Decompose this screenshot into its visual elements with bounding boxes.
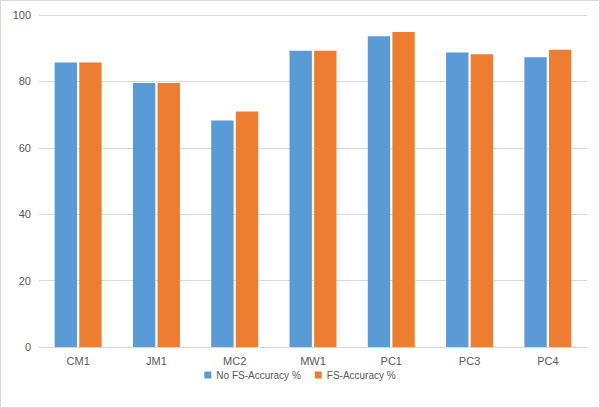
svg-text:CM1: CM1 — [67, 355, 90, 367]
svg-text:80: 80 — [19, 75, 31, 87]
svg-text:40: 40 — [19, 208, 31, 220]
svg-text:JM1: JM1 — [146, 355, 167, 367]
svg-text:20: 20 — [19, 275, 31, 287]
svg-text:0: 0 — [25, 341, 31, 353]
svg-text:PC1: PC1 — [381, 355, 402, 367]
svg-text:MW1: MW1 — [300, 355, 326, 367]
svg-text:FS-Accuracy %: FS-Accuracy % — [327, 370, 396, 381]
svg-text:100: 100 — [13, 9, 31, 21]
svg-text:No FS-Accuracy %: No FS-Accuracy % — [216, 370, 301, 381]
svg-text:PC4: PC4 — [537, 355, 558, 367]
svg-text:MC2: MC2 — [223, 355, 246, 367]
svg-text:PC3: PC3 — [459, 355, 480, 367]
svg-text:60: 60 — [19, 142, 31, 154]
